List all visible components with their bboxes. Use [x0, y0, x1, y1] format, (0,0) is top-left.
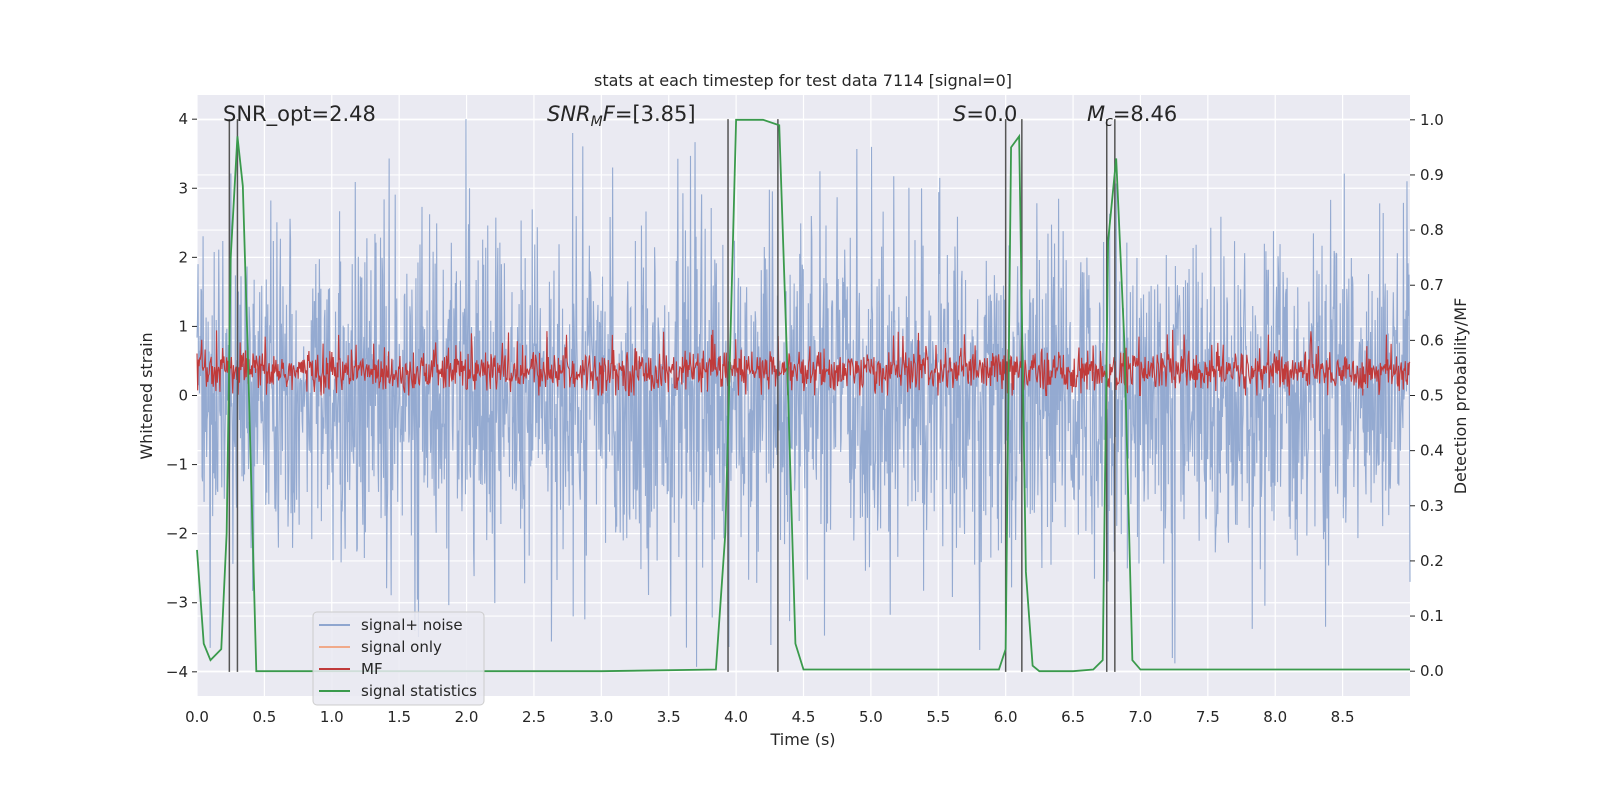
chart-title: stats at each timestep for test data 711…: [594, 71, 1012, 90]
y-tick-label: −3: [166, 594, 188, 612]
y-right-tick-label: 0.5: [1420, 387, 1444, 405]
x-tick-label: 6.5: [1061, 708, 1085, 726]
annotations: SNR_opt=2.48 SNRMF=[3.85] S=0.0 Mc=8.46: [223, 102, 1177, 130]
x-tick-label: 5.5: [926, 708, 950, 726]
annotation-mc-value: Mc=8.46: [1087, 102, 1177, 130]
annotation-snr-opt: SNR_opt=2.48: [223, 102, 376, 127]
x-tick-label: 5.0: [859, 708, 883, 726]
x-tick-label: 3.0: [589, 708, 613, 726]
y-tick-label: −4: [166, 663, 188, 681]
x-tick-label: 2.0: [455, 708, 479, 726]
y-right-tick-label: 0.2: [1420, 552, 1444, 570]
y-axis-right-label: Detection probability/MF: [1451, 298, 1470, 495]
y-tick-label: 1: [178, 317, 188, 335]
y-right-tick-label: 0.4: [1420, 442, 1444, 460]
legend-label: signal statistics: [361, 682, 477, 700]
y-right-tick-label: 0.8: [1420, 221, 1444, 239]
x-tick-label: 1.0: [320, 708, 344, 726]
x-tick-label: 4.5: [792, 708, 816, 726]
x-tick-label: 6.0: [994, 708, 1018, 726]
y-right-tick-label: 1.0: [1420, 111, 1444, 129]
annotation-snr-mf-base: SNR: [547, 102, 591, 126]
x-tick-label: 7.0: [1129, 708, 1153, 726]
x-tick-label: 2.5: [522, 708, 546, 726]
x-tick-label: 7.5: [1196, 708, 1220, 726]
y-tick-label: 0: [178, 387, 188, 405]
y-right-tick-label: 0.1: [1420, 607, 1444, 625]
y-right-tick-label: 0.3: [1420, 497, 1444, 515]
x-axis-ticks: 0.0 0.5 1.0 1.5 2.0 2.5 3.0 3.5 4.0 4.5 5.0 5.5 6.0 6…: [185, 708, 1354, 726]
x-tick-label: 8.0: [1263, 708, 1287, 726]
legend-label: signal only: [361, 638, 442, 656]
signal-noise-series: [196, 119, 1411, 667]
x-tick-label: 8.5: [1331, 708, 1355, 726]
y-tick-label: 4: [178, 110, 188, 128]
x-tick-label: 0.0: [185, 708, 209, 726]
annotation-snr-mf-sub: M: [591, 114, 603, 130]
y-tick-label: −1: [166, 456, 188, 474]
series-mf-line: [196, 329, 1411, 397]
x-tick-label: 1.5: [387, 708, 411, 726]
x-tick-label: 3.5: [657, 708, 681, 726]
series-signal-statistics-line: [196, 118, 1410, 673]
y-axis-right-ticks: 1.0 0.9 0.8 0.7 0.6 0.5 0.4 0.3 0.2 0.1 0.0: [1410, 111, 1444, 680]
annotation-snr-mf-tail-f: F: [603, 102, 616, 126]
series-signal-noise-line: [196, 119, 1411, 667]
legend: signal+ noise signal only MF signal statist…: [312, 611, 485, 706]
annotation-snr-mf: SNRMF=[3.85]: [547, 102, 696, 130]
y-tick-label: 2: [178, 248, 188, 266]
annotation-snr-mf-tail: =[3.85]: [615, 102, 696, 126]
signal-statistics-series: [196, 118, 1410, 673]
annotation-mc-base: M: [1087, 102, 1105, 126]
annotation-s-value: S=0.0: [953, 102, 1017, 126]
annotation-s-base: S: [953, 102, 966, 126]
y-right-tick-label: 0.7: [1420, 276, 1444, 294]
mf-series: [196, 329, 1411, 397]
y-axis-label: Whitened strain: [137, 332, 156, 459]
y-right-tick-label: 0.9: [1420, 166, 1444, 184]
x-tick-label: 4.0: [724, 708, 748, 726]
y-tick-label: −2: [166, 525, 188, 543]
y-right-tick-label: 0.6: [1420, 331, 1444, 349]
legend-box: [312, 611, 485, 706]
y-axis-ticks: 4 3 2 1 0 −1 −2 −3 −4: [166, 110, 197, 681]
y-tick-label: 3: [178, 179, 188, 197]
annotation-mc-tail: =8.46: [1113, 102, 1177, 126]
legend-label: MF: [361, 660, 383, 678]
x-tick-label: 0.5: [252, 708, 276, 726]
annotation-s-tail: =0.0: [966, 102, 1017, 126]
x-axis-label: Time (s): [769, 730, 835, 749]
y-right-tick-label: 0.0: [1420, 662, 1444, 680]
annotation-mc-sub: c: [1105, 114, 1113, 130]
legend-label: signal+ noise: [361, 616, 463, 634]
